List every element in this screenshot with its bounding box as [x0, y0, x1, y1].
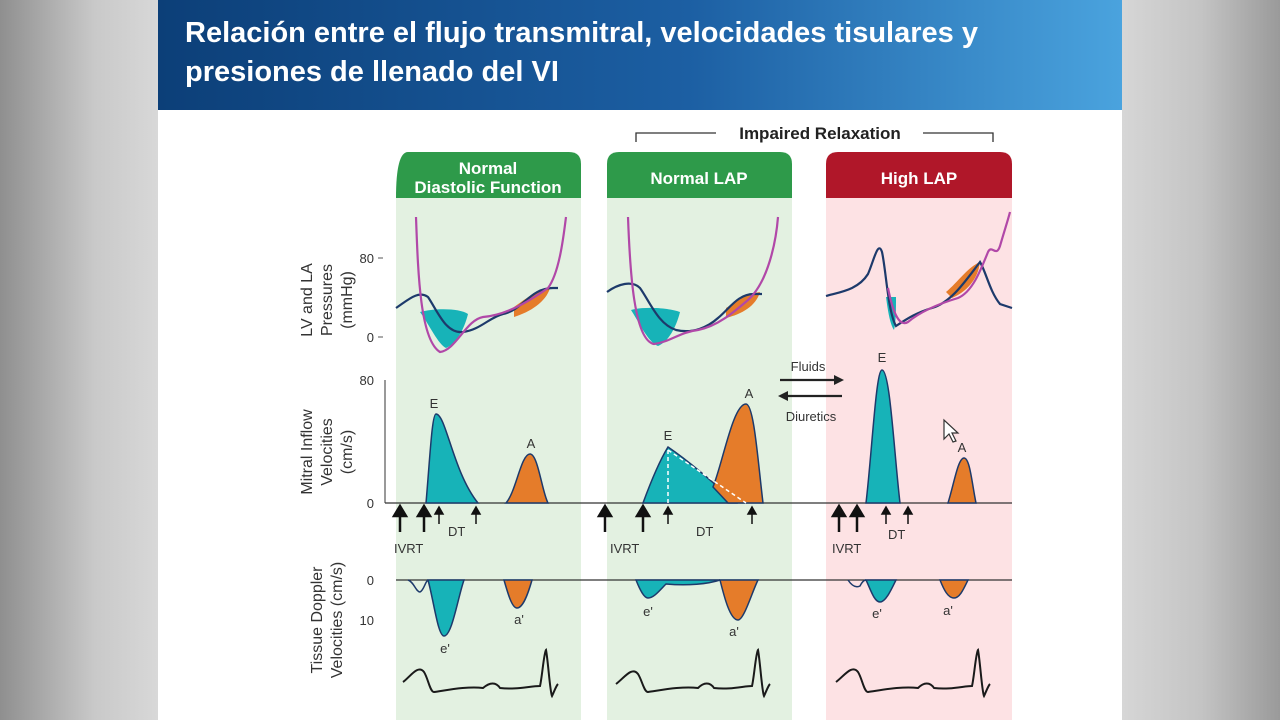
normal-la-pressure-line [414, 216, 568, 354]
normal-tissue-e-prime [427, 579, 466, 637]
high-lap-tissue-a-prime [938, 579, 970, 599]
y-label-pressures-line2: Pressures [319, 264, 336, 336]
normal-label-e-prime: e' [440, 641, 450, 656]
panel-bg-normal-lap [607, 192, 792, 720]
fluids-diuretics-arrows: Fluids Diuretics [778, 359, 844, 424]
high-lap-ivrt-arrows [830, 503, 866, 532]
high-lap-lv-pressure-line [825, 247, 1013, 328]
high-lap-ecg-trace [835, 647, 991, 699]
normal-lap-dt-arrows [662, 505, 758, 524]
high-lap-label-ivrt: IVRT [832, 541, 861, 556]
normal-mitral-a-wave [504, 453, 550, 504]
y-label-mitral-line3: (cm/s) [339, 430, 356, 474]
normal-label-ivrt: IVRT [394, 541, 423, 556]
normal-ecg-trace [402, 647, 559, 699]
high-lap-label-a-prime: a' [943, 603, 953, 618]
mouse-pointer-icon [943, 418, 960, 443]
background-right [1122, 0, 1280, 720]
normal-lap-ecg-trace [615, 647, 771, 699]
normal-ivrt-arrows [391, 503, 433, 532]
tick-mitral-0: 0 [367, 496, 374, 511]
normal-lap-ivrt-arrows [596, 503, 652, 532]
y-label-tissue: Tissue Doppler Velocities (cm/s) [309, 562, 346, 678]
panel-header-normal-lap-text: Normal LAP [650, 169, 747, 188]
normal-label-dt: DT [448, 524, 465, 539]
panel-header-high-lap [826, 152, 1012, 198]
normal-lap-label-ivrt: IVRT [610, 541, 639, 556]
normal-label-a-prime: a' [514, 612, 524, 627]
diastolic-function-figure: Normal Diastolic Function Normal LAP Hig… [268, 112, 1016, 720]
normal-pressure-teal-fill [420, 309, 468, 348]
fluids-arrowhead [834, 375, 844, 385]
normal-lap-label-dt: DT [696, 524, 713, 539]
high-lap-tissue-e-prime [864, 579, 898, 603]
panel-header-normal [396, 152, 581, 198]
y-label-tissue-line2: Velocities (cm/s) [329, 562, 346, 678]
y-label-pressures: LV and LA Pressures (mmHg) [299, 263, 356, 337]
high-lap-la-pressure-line [886, 211, 1012, 325]
normal-lap-tissue-a-prime [719, 579, 760, 621]
high-lap-label-dt: DT [888, 527, 905, 542]
panel-header-normal-lap [607, 152, 792, 198]
slide-title: Relación entre el flujo transmitral, vel… [185, 17, 978, 88]
y-label-mitral-line2: Velocities [319, 418, 336, 486]
y-label-mitral-line1: Mitral Inflow [299, 409, 316, 495]
normal-lap-tissue-e-prime [634, 579, 721, 599]
high-lap-mitral-a-wave [946, 457, 977, 504]
background-left [0, 0, 158, 720]
tick-pressure-0: 0 [367, 330, 374, 345]
normal-tissue-small-dip [407, 579, 429, 593]
tick-pressure-80: 80 [360, 251, 374, 266]
high-lap-tissue-small-dip [847, 579, 867, 588]
normal-lap-label-e-prime: e' [643, 604, 653, 619]
y-label-mitral: Mitral Inflow Velocities (cm/s) [299, 409, 356, 495]
panel-bg-high-lap [826, 192, 1012, 720]
impaired-relaxation-bracket: Impaired Relaxation [635, 124, 994, 143]
normal-lap-label-e: E [664, 428, 673, 443]
normal-dt-arrows [433, 505, 482, 524]
normal-lap-label-a: A [745, 386, 754, 401]
normal-mitral-e-wave [425, 413, 480, 504]
high-lap-dt-arrows [880, 505, 914, 524]
normal-label-e: E [430, 396, 439, 411]
normal-lap-dt-slope [667, 449, 747, 504]
diuretics-arrowhead [778, 391, 788, 401]
normal-lap-la-pressure-line [626, 216, 780, 346]
slide: Relación entre el flujo transmitral, vel… [158, 0, 1122, 720]
normal-label-a: A [527, 436, 536, 451]
tick-mitral-80: 80 [360, 373, 374, 388]
y-label-tissue-line1: Tissue Doppler [309, 566, 326, 674]
normal-lap-pressure-teal-fill [631, 307, 680, 346]
panel-header-normal-line2: Diastolic Function [414, 178, 561, 197]
high-lap-mitral-e-wave [865, 369, 901, 504]
panel-bg-normal [396, 192, 581, 720]
tick-tissue-0: 0 [367, 573, 374, 588]
bracket-label: Impaired Relaxation [739, 124, 901, 143]
label-fluids: Fluids [791, 359, 826, 374]
tick-tissue-10: 10 [360, 613, 374, 628]
label-diuretics: Diuretics [786, 409, 837, 424]
high-lap-pressure-orange-fill [946, 262, 980, 298]
normal-lap-label-a-prime: a' [729, 624, 739, 639]
normal-lap-mitral-a-wave [712, 403, 764, 504]
slide-header: Relación entre el flujo transmitral, vel… [158, 0, 1122, 110]
normal-pressure-orange-fill [514, 288, 550, 317]
panel-header-high-lap-text: High LAP [881, 169, 958, 188]
high-lap-label-e-prime: e' [872, 606, 882, 621]
y-label-pressures-line1: LV and LA [299, 263, 316, 337]
y-label-pressures-line3: (mmHg) [339, 271, 356, 329]
panel-header-normal-line1: Normal [459, 159, 518, 178]
high-lap-label-e: E [878, 350, 887, 365]
high-lap-label-a: A [958, 440, 967, 455]
normal-tissue-a-prime [503, 579, 533, 609]
